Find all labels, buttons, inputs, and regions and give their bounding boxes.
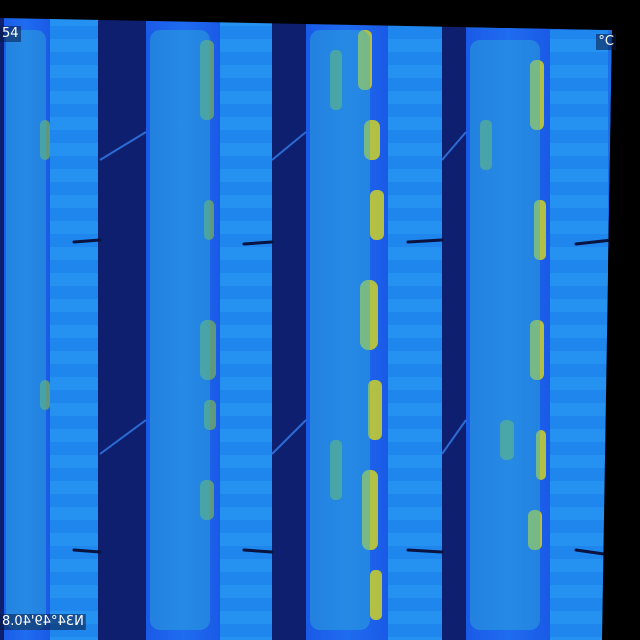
temperature-unit-label: °C: [596, 34, 616, 50]
gps-coordinates: N34°49'40.8: [0, 614, 86, 630]
temperature-readout: 54: [0, 26, 21, 42]
